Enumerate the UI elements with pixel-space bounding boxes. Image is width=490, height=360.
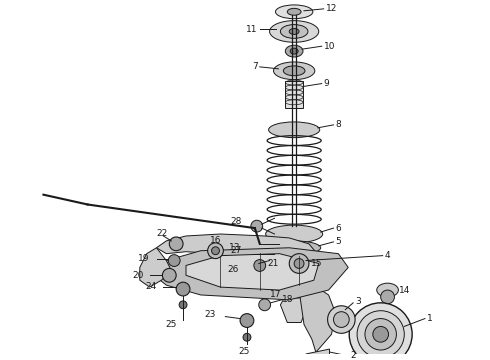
Text: 17: 17 (270, 291, 281, 300)
Text: 19: 19 (138, 254, 149, 263)
Circle shape (251, 220, 263, 232)
Ellipse shape (270, 21, 318, 42)
Circle shape (243, 333, 251, 341)
Circle shape (250, 239, 260, 249)
Polygon shape (306, 349, 330, 360)
Text: 6: 6 (336, 224, 341, 233)
Circle shape (208, 243, 223, 258)
Ellipse shape (280, 24, 308, 39)
Text: 16: 16 (210, 237, 221, 246)
Text: 3: 3 (355, 297, 361, 306)
Circle shape (176, 282, 190, 296)
Polygon shape (282, 256, 306, 290)
Circle shape (259, 299, 270, 311)
Text: 5: 5 (336, 237, 341, 246)
Ellipse shape (290, 48, 298, 54)
Ellipse shape (285, 45, 303, 57)
Circle shape (179, 301, 187, 309)
Text: 22: 22 (156, 229, 168, 238)
Ellipse shape (275, 5, 313, 19)
Text: 11: 11 (246, 25, 258, 34)
Circle shape (168, 255, 180, 266)
Ellipse shape (268, 241, 321, 255)
Text: 26: 26 (227, 265, 239, 274)
Polygon shape (299, 285, 336, 352)
Text: 12: 12 (326, 4, 337, 13)
Bar (285, 81, 303, 108)
Circle shape (334, 312, 349, 327)
Circle shape (328, 306, 355, 333)
Circle shape (254, 260, 266, 271)
Circle shape (162, 269, 176, 282)
Ellipse shape (377, 283, 398, 297)
Text: 13: 13 (228, 243, 240, 252)
Circle shape (169, 237, 183, 251)
Polygon shape (140, 248, 171, 287)
Circle shape (357, 311, 404, 358)
Text: 14: 14 (399, 285, 411, 294)
Text: 24: 24 (145, 282, 156, 291)
Ellipse shape (287, 8, 301, 15)
Ellipse shape (269, 122, 319, 138)
Circle shape (294, 258, 304, 269)
Text: 23: 23 (204, 310, 216, 319)
Circle shape (212, 247, 220, 255)
Circle shape (381, 290, 394, 304)
Text: 25: 25 (166, 320, 177, 329)
Text: 7: 7 (252, 62, 258, 71)
Circle shape (247, 258, 259, 269)
Text: 20: 20 (132, 271, 144, 280)
Text: 9: 9 (324, 79, 329, 88)
Text: 10: 10 (324, 42, 335, 51)
Ellipse shape (289, 28, 299, 35)
Text: 25: 25 (238, 347, 249, 356)
Text: 21: 21 (268, 259, 279, 268)
Text: 8: 8 (336, 120, 341, 129)
Ellipse shape (273, 62, 315, 80)
Text: 15: 15 (311, 259, 322, 268)
Circle shape (349, 303, 412, 360)
Text: 28: 28 (230, 217, 242, 226)
Text: 1: 1 (427, 314, 433, 323)
Polygon shape (186, 254, 318, 290)
Circle shape (240, 314, 254, 327)
Text: 18: 18 (282, 296, 294, 305)
Polygon shape (156, 234, 318, 264)
Polygon shape (280, 298, 308, 323)
Ellipse shape (266, 225, 323, 243)
Text: 27: 27 (230, 246, 242, 255)
Ellipse shape (283, 66, 305, 76)
Text: 2: 2 (350, 351, 356, 360)
Circle shape (373, 327, 389, 342)
Text: 4: 4 (385, 251, 390, 260)
Circle shape (289, 254, 309, 273)
Circle shape (365, 319, 396, 350)
Polygon shape (151, 248, 348, 300)
Bar (284, 254, 304, 298)
